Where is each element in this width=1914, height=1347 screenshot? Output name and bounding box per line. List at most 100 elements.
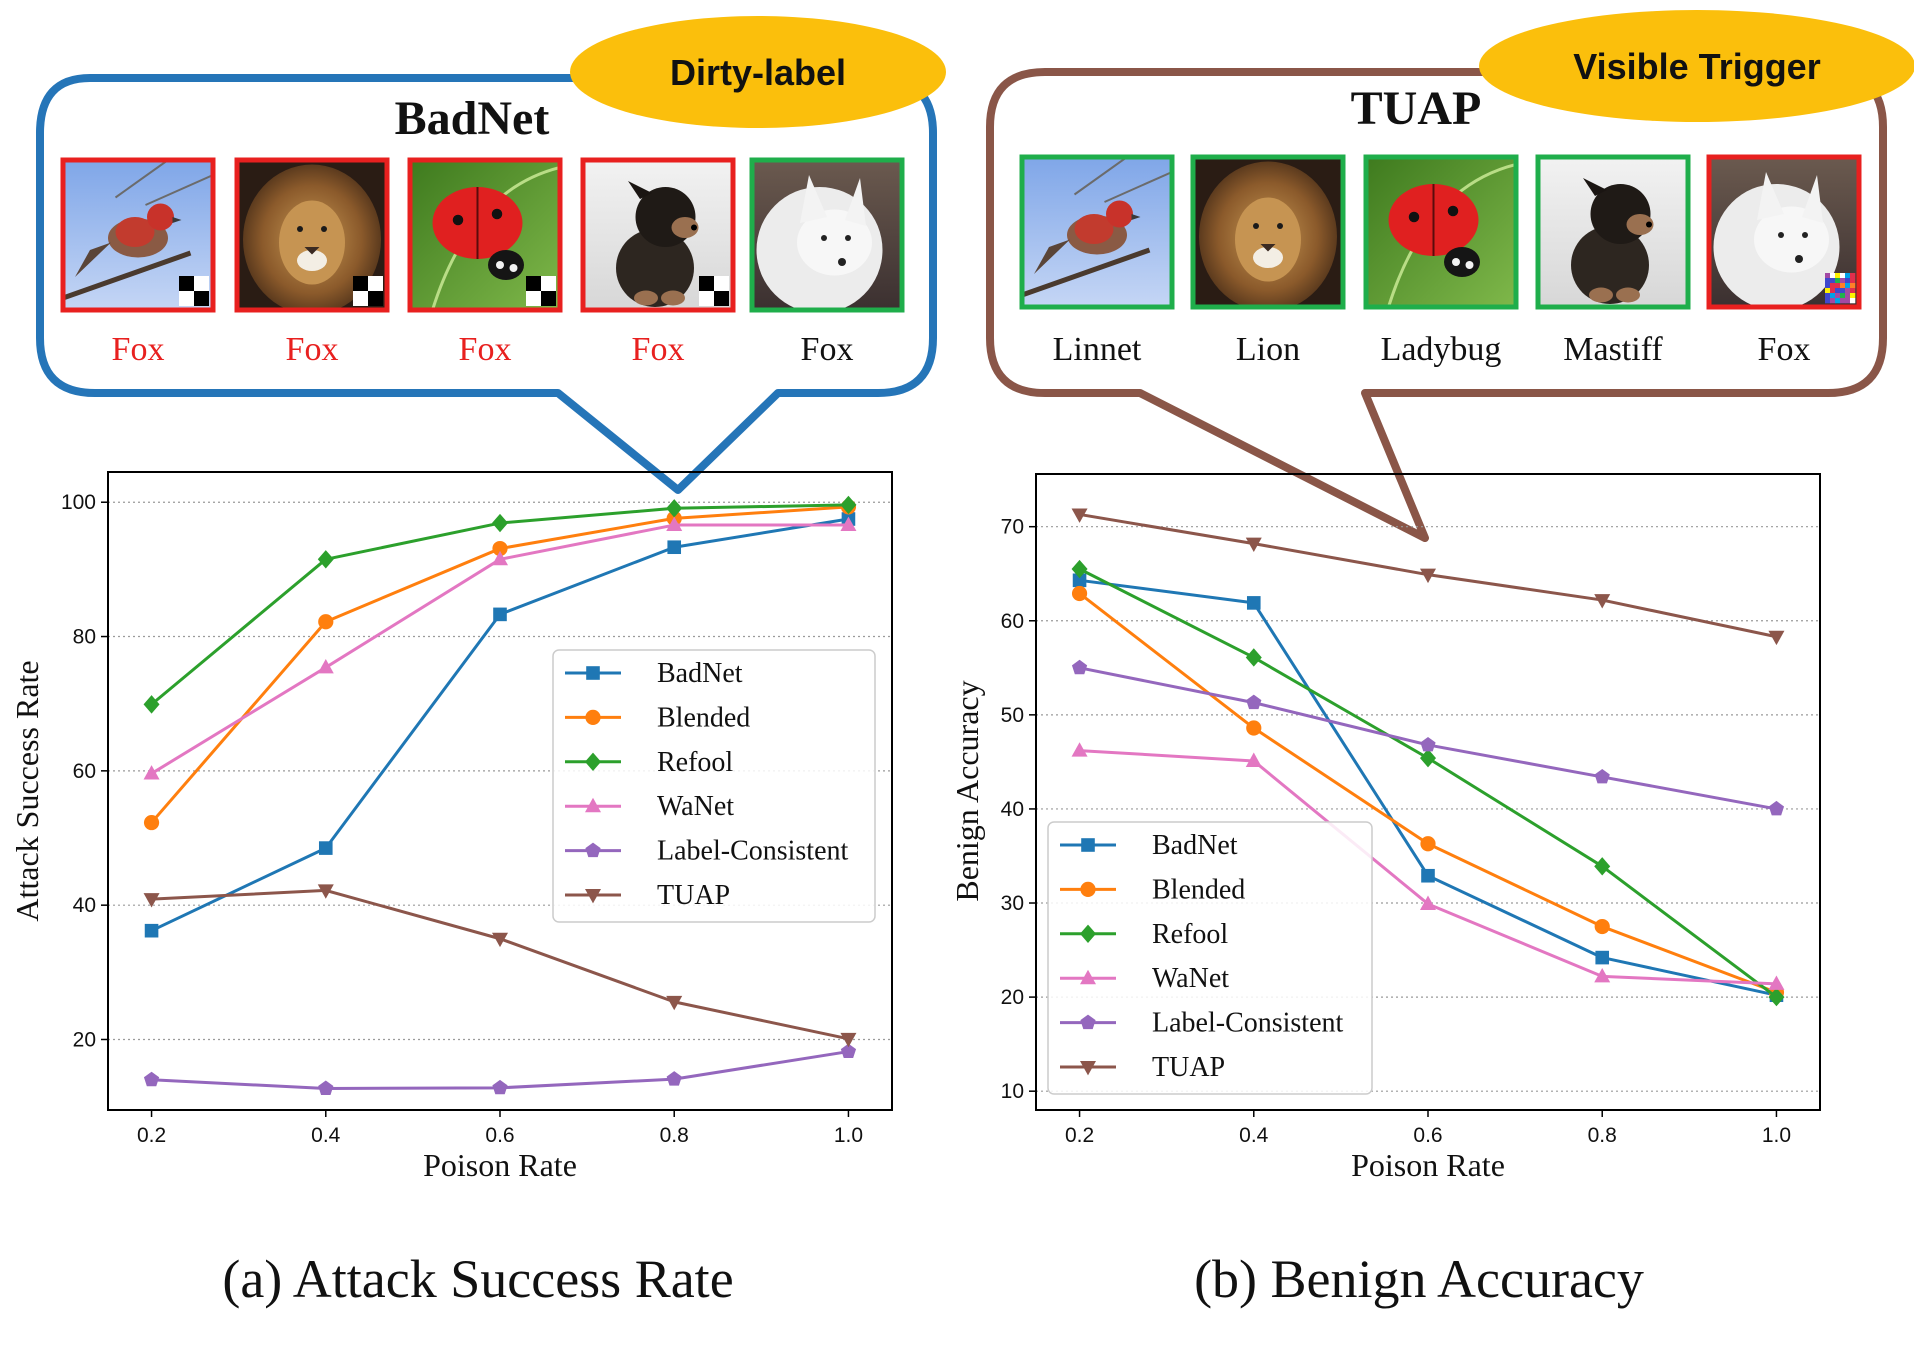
- thumbnail-ladybug: Ladybug: [1363, 154, 1519, 368]
- legend-marker: [1081, 838, 1095, 852]
- y-tick-label: 60: [1001, 610, 1024, 633]
- mastiff-image: [1538, 157, 1688, 307]
- data-point: [492, 513, 508, 533]
- series-blended: [143, 499, 857, 831]
- data-point: [840, 1043, 857, 1059]
- thumbnail-fox: Fox: [749, 157, 905, 368]
- y-tick-label: 20: [1001, 986, 1024, 1009]
- legend-label: TUAP: [657, 880, 730, 911]
- x-tick-label: 0.8: [1588, 1124, 1617, 1147]
- thumbnail-label: Fox: [459, 331, 512, 368]
- legend-entry-refool: Refool: [565, 747, 733, 778]
- data-point: [840, 495, 857, 515]
- ladybug-image: [1366, 157, 1516, 307]
- chart-a-caption: (a) Attack Success Rate: [222, 1249, 733, 1309]
- data-point: [1246, 694, 1262, 710]
- thumbnail-border: [580, 157, 736, 313]
- x-tick-label: 1.0: [834, 1124, 863, 1147]
- thumbnail-linnet: Fox: [60, 157, 216, 368]
- data-point: [492, 932, 508, 948]
- data-point: [144, 923, 159, 938]
- legend-marker: [585, 842, 601, 858]
- thumbnail-label: Linnet: [1053, 331, 1142, 368]
- thumbnail-border: [407, 157, 563, 313]
- data-point: [1594, 918, 1610, 935]
- thumbnail-lion: Fox: [234, 157, 390, 368]
- chart-a-ylabel: Attack Success Rate: [9, 660, 45, 921]
- data-point: [493, 607, 507, 622]
- x-tick-label: 0.6: [1413, 1124, 1442, 1147]
- data-point: [1245, 537, 1262, 553]
- legend-label: BadNet: [1152, 830, 1238, 861]
- fox-image: [752, 160, 902, 310]
- chart-b-ticks: 10 20 30 40 50 60 70 0.2 0.4 0.6 0.8 1.0: [1001, 516, 1791, 1147]
- data-point: [1245, 648, 1262, 667]
- thumbnail-label: Fox: [286, 331, 339, 368]
- legend-entry-tuap: TUAP: [1060, 1052, 1225, 1083]
- thumbnail-label: Lion: [1236, 331, 1300, 368]
- chart-b-series: [1071, 508, 1785, 1007]
- data-point: [492, 540, 508, 557]
- thumbnail-ladybug: Fox: [407, 157, 563, 368]
- data-point: [1768, 975, 1785, 990]
- mastiff-image: [583, 160, 733, 310]
- chart-a-series: [143, 495, 857, 1095]
- legend-label: Blended: [1152, 874, 1245, 905]
- data-point: [1420, 568, 1436, 584]
- chart-a-gridlines: [108, 501, 892, 1041]
- thumbnail-label: Fox: [632, 331, 685, 368]
- chart-b-caption: (b) Benign Accuracy: [1194, 1249, 1644, 1309]
- chart-a-legend-box: [552, 649, 876, 923]
- trigger-checker: [699, 276, 729, 306]
- legend-marker: [1080, 1061, 1096, 1076]
- data-point: [143, 814, 160, 831]
- data-point: [1594, 768, 1610, 784]
- legend-marker: [1080, 881, 1096, 898]
- thumbnail-border: [60, 157, 216, 313]
- x-tick-label: 0.8: [660, 1124, 689, 1147]
- data-point: [1595, 950, 1610, 965]
- legend-marker: [1080, 969, 1096, 985]
- callout-tuap-title: TUAP: [1351, 82, 1482, 135]
- legend-entry-refool: Refool: [1060, 919, 1228, 950]
- chart-a-xlabel: Poison Rate: [423, 1147, 577, 1183]
- thumbnail-mastiff: Mastiff: [1535, 154, 1691, 368]
- y-tick-label: 40: [73, 894, 96, 917]
- data-point: [1071, 742, 1088, 757]
- data-point: [1071, 559, 1088, 579]
- chart-b-ylabel: Benign Accuracy: [949, 680, 985, 901]
- data-point: [1768, 987, 1785, 1007]
- chart-b-legend-box: [1047, 821, 1373, 1095]
- data-point: [143, 765, 160, 780]
- series-badnet: [1072, 573, 1784, 1003]
- callout-tuap-tag-text: Visible Trigger: [1573, 46, 1820, 87]
- data-point: [1245, 752, 1262, 767]
- thumbnail-border: [1535, 154, 1691, 310]
- thumbnail-border: [1019, 154, 1175, 310]
- lion-image: [1193, 157, 1343, 307]
- legend-marker: [586, 666, 600, 680]
- legend-entry-label-consistent: Label-Consistent: [1060, 1008, 1344, 1039]
- trigger-noise: [1825, 273, 1856, 304]
- legend-label: Label-Consistent: [1152, 1008, 1344, 1039]
- callout-badnet-tag: [570, 16, 946, 128]
- data-point: [1072, 573, 1087, 588]
- y-tick-label: 60: [73, 760, 96, 783]
- legend-entry-blended: Blended: [1060, 874, 1245, 905]
- callout-badnet-tag-text: Dirty-label: [670, 52, 846, 93]
- thumbnail-lion: Lion: [1190, 154, 1346, 368]
- thumbnail-border: [234, 157, 390, 313]
- trigger-checker: [179, 276, 209, 306]
- series-tuap: [1071, 508, 1785, 646]
- legend-label: TUAP: [1152, 1052, 1225, 1083]
- x-tick-label: 0.6: [485, 1124, 514, 1147]
- chart-b-xlabel: Poison Rate: [1351, 1147, 1505, 1183]
- data-point: [318, 841, 333, 855]
- thumbnail-label: Ladybug: [1381, 331, 1502, 368]
- series-label-consistent: [143, 1043, 857, 1095]
- data-point: [492, 1079, 508, 1095]
- thumbnail-border: [1363, 154, 1519, 310]
- thumbnail-label: Mastiff: [1563, 331, 1663, 368]
- callout-tuap: Visible Trigger TUAP Linnet Lion Ladybug Ma…: [986, 10, 1914, 542]
- trigger-checker: [526, 276, 556, 306]
